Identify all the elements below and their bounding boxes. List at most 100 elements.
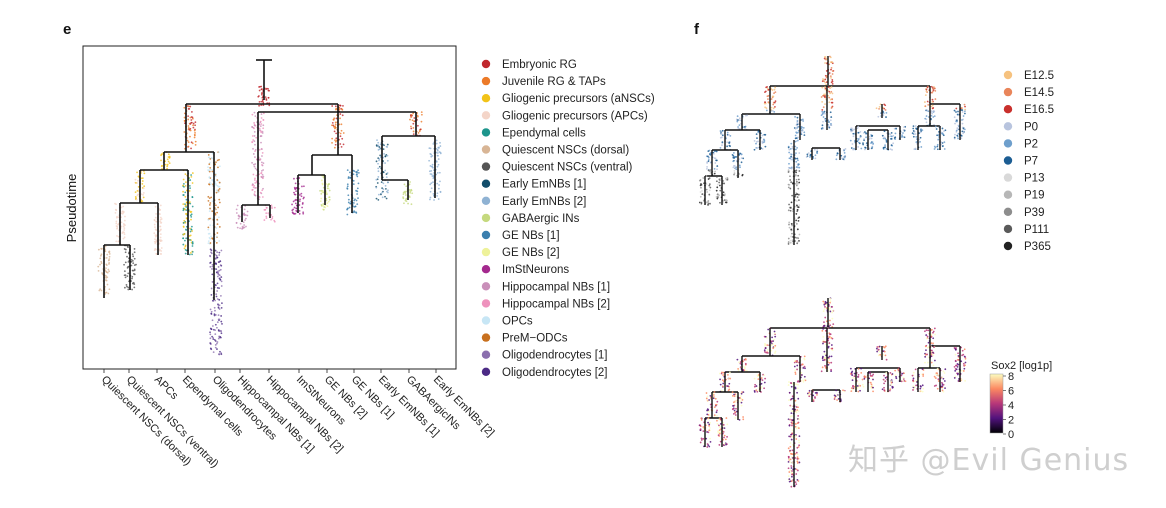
- cell-point: [962, 362, 965, 365]
- cell-point: [192, 126, 195, 129]
- cell-point: [739, 362, 742, 365]
- cell-point: [825, 70, 828, 72]
- cell-point: [955, 107, 958, 110]
- cell-point: [797, 178, 800, 181]
- cell-point: [822, 342, 824, 345]
- cell-point: [217, 306, 220, 309]
- cell-point: [182, 209, 185, 212]
- cell-point: [732, 404, 735, 407]
- cell-point: [298, 177, 301, 179]
- cell-point: [889, 148, 892, 150]
- cell-point: [184, 252, 187, 255]
- cell-point: [733, 157, 736, 159]
- cell-point: [293, 177, 295, 180]
- cell-point: [429, 183, 432, 186]
- cell-point: [384, 195, 386, 198]
- cell-point: [133, 268, 136, 271]
- cell-point: [790, 438, 793, 441]
- cell-point: [789, 209, 792, 212]
- cell-point: [853, 372, 856, 375]
- cell-point: [123, 227, 126, 230]
- cell-point: [299, 198, 301, 201]
- cell-point: [857, 131, 860, 134]
- cell-point: [860, 371, 863, 374]
- cell-point: [891, 385, 894, 388]
- cell-point: [258, 123, 261, 126]
- cell-point: [755, 133, 758, 136]
- cell-point: [850, 371, 853, 374]
- cell-point: [716, 168, 718, 171]
- cell-point: [807, 152, 810, 155]
- cell-point: [734, 414, 737, 416]
- cell-point: [404, 199, 407, 202]
- cell-point: [801, 129, 804, 132]
- cell-point: [709, 153, 711, 155]
- cell-point: [214, 175, 217, 177]
- cell-point: [788, 480, 791, 483]
- colorbar-tick-label: 4: [1008, 400, 1014, 412]
- cell-point: [208, 181, 211, 184]
- cell-point: [903, 372, 905, 375]
- cell-point: [263, 219, 266, 221]
- cell-point: [251, 189, 254, 191]
- cell-point: [437, 154, 439, 157]
- cell-point: [830, 124, 833, 127]
- cell-point: [725, 177, 728, 179]
- cell-point: [753, 389, 756, 392]
- cell-point: [914, 368, 917, 371]
- panel-e-legend-item-label: PreM−ODCs: [502, 333, 568, 345]
- cell-point: [823, 325, 826, 327]
- cell-point: [189, 227, 191, 230]
- panel-e-legend-item-label: Oligodendrocytes [2]: [502, 367, 607, 379]
- cell-point: [377, 144, 380, 147]
- cell-point: [912, 385, 915, 388]
- cell-point: [831, 349, 834, 352]
- cell-point: [713, 172, 716, 175]
- cell-point: [259, 85, 261, 88]
- panel-e-legend-item-marker: [481, 128, 491, 137]
- cell-point: [827, 86, 830, 89]
- cell-point: [733, 169, 736, 172]
- cell-point: [890, 131, 893, 134]
- cell-point: [795, 451, 798, 454]
- cell-point: [130, 260, 133, 263]
- cell-point: [774, 350, 777, 353]
- cell-point: [790, 485, 793, 488]
- cell-point: [291, 203, 293, 206]
- cell-point: [214, 257, 217, 260]
- cell-point: [209, 337, 212, 340]
- cell-point: [131, 253, 134, 256]
- cell-point: [823, 356, 826, 359]
- cell-point: [378, 148, 381, 151]
- cell-point: [123, 270, 126, 273]
- cell-point: [708, 177, 711, 180]
- cell-point: [795, 427, 798, 430]
- cell-point: [235, 221, 238, 224]
- cell-point: [328, 183, 331, 185]
- cell-point: [377, 162, 379, 165]
- cell-point: [352, 183, 355, 186]
- cell-point: [121, 210, 124, 213]
- cell-point: [732, 412, 735, 415]
- cell-point: [795, 406, 798, 408]
- cell-point: [862, 142, 864, 144]
- cell-point: [184, 173, 187, 176]
- panel-e-y-axis-label: Pseudotime: [64, 174, 79, 243]
- cell-point: [957, 372, 959, 375]
- cell-point: [964, 357, 967, 360]
- cell-point: [164, 163, 167, 166]
- cell-point: [214, 249, 217, 252]
- cell-point: [797, 414, 800, 417]
- cell-point: [133, 251, 136, 254]
- cell-point: [723, 442, 726, 445]
- panel-f-legend-item-marker: [1003, 156, 1013, 165]
- cell-point: [375, 178, 378, 181]
- cell-point: [433, 199, 435, 201]
- cell-point: [796, 228, 799, 231]
- cell-point: [217, 303, 219, 306]
- cell-point: [264, 208, 266, 211]
- cell-point: [851, 379, 854, 382]
- cell-point: [734, 417, 737, 419]
- cell-point: [99, 263, 101, 266]
